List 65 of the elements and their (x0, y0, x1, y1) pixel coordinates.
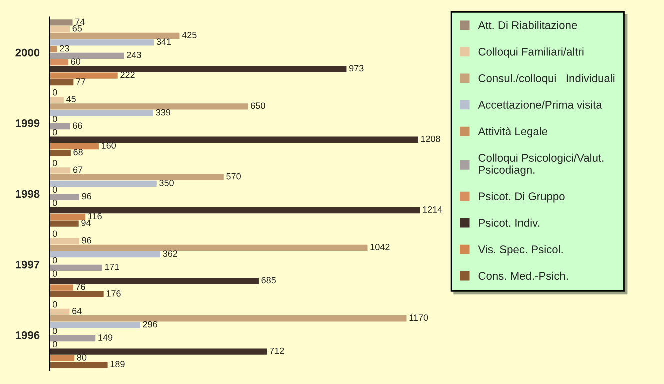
y-tick-label: 2000 (16, 48, 40, 57)
legend-label: Colloqui Familiari/altri (478, 48, 584, 58)
legend-label: Accettazione/Prima visita (478, 100, 602, 109)
y-tick-label: 1997 (16, 260, 40, 269)
data-label: 0 (52, 328, 58, 334)
data-label: 0 (52, 301, 58, 308)
data-label: 171 (105, 264, 120, 270)
legend-label: Vis. Spec. Psicol. (478, 245, 563, 256)
data-label: 60 (71, 58, 81, 65)
data-label: 68 (74, 149, 83, 156)
data-label: 0 (52, 341, 58, 348)
data-label: 712 (270, 348, 284, 354)
data-label: 96 (82, 193, 92, 200)
data-label: 0 (52, 257, 58, 264)
data-label: 570 (226, 173, 241, 180)
legend-label: Psicot. Indiv. (479, 218, 540, 228)
data-label: 0 (52, 129, 58, 136)
data-label: 23 (60, 45, 70, 52)
legend-label: Cons. Med.-Psich. (478, 272, 568, 280)
y-tick-label: 1996 (16, 332, 40, 340)
data-label: 1214 (423, 206, 442, 213)
legend-label: Psicot. Di Gruppo (479, 192, 565, 203)
data-label: 76 (76, 284, 86, 290)
legend-label: Colloqui Psicologici/Valut. Psicodiagn. (478, 154, 604, 176)
data-label: 80 (77, 354, 87, 361)
data-label: 65 (72, 25, 82, 32)
data-label: 116 (88, 213, 102, 220)
data-label: 149 (98, 334, 113, 341)
data-label: 425 (182, 32, 197, 38)
data-label: 96 (82, 237, 92, 244)
data-label: 1042 (370, 244, 390, 250)
data-label: 94 (82, 220, 91, 226)
data-label: 650 (251, 102, 266, 110)
data-label: 973 (350, 65, 364, 72)
data-label: 243 (127, 52, 142, 58)
data-label: 64 (72, 308, 82, 314)
data-label: 160 (102, 142, 116, 149)
data-label: 0 (52, 116, 58, 122)
data-label: 74 (76, 18, 85, 26)
data-label: 0 (52, 89, 58, 96)
data-label: 0 (52, 270, 58, 277)
data-label: 0 (52, 200, 58, 206)
data-label: 66 (73, 122, 82, 130)
data-label: 176 (106, 290, 121, 297)
data-label: 67 (73, 166, 83, 174)
legend-label: Consul./colloqui Individuali (478, 74, 615, 85)
data-label: 341 (156, 38, 172, 46)
data-label: 189 (110, 361, 125, 368)
y-tick-label: 1999 (16, 120, 40, 128)
y-tick-label: 1998 (16, 190, 40, 198)
data-label: 362 (163, 250, 178, 258)
data-label: 296 (143, 321, 158, 328)
data-label: 0 (52, 160, 58, 166)
data-label: 685 (262, 277, 276, 284)
data-label: 0 (52, 186, 58, 194)
data-label: 222 (120, 72, 135, 78)
data-label: 350 (160, 180, 174, 186)
legend-label: Attività Legale (478, 127, 548, 138)
data-label: 339 (156, 109, 171, 116)
data-label: 77 (76, 78, 86, 85)
data-label: 45 (66, 96, 76, 102)
data-label: 0 (52, 230, 58, 238)
data-label: 1208 (421, 136, 440, 142)
data-label: 1170 (410, 314, 428, 322)
legend-label: Att. Di Riabilitazione (478, 21, 578, 30)
